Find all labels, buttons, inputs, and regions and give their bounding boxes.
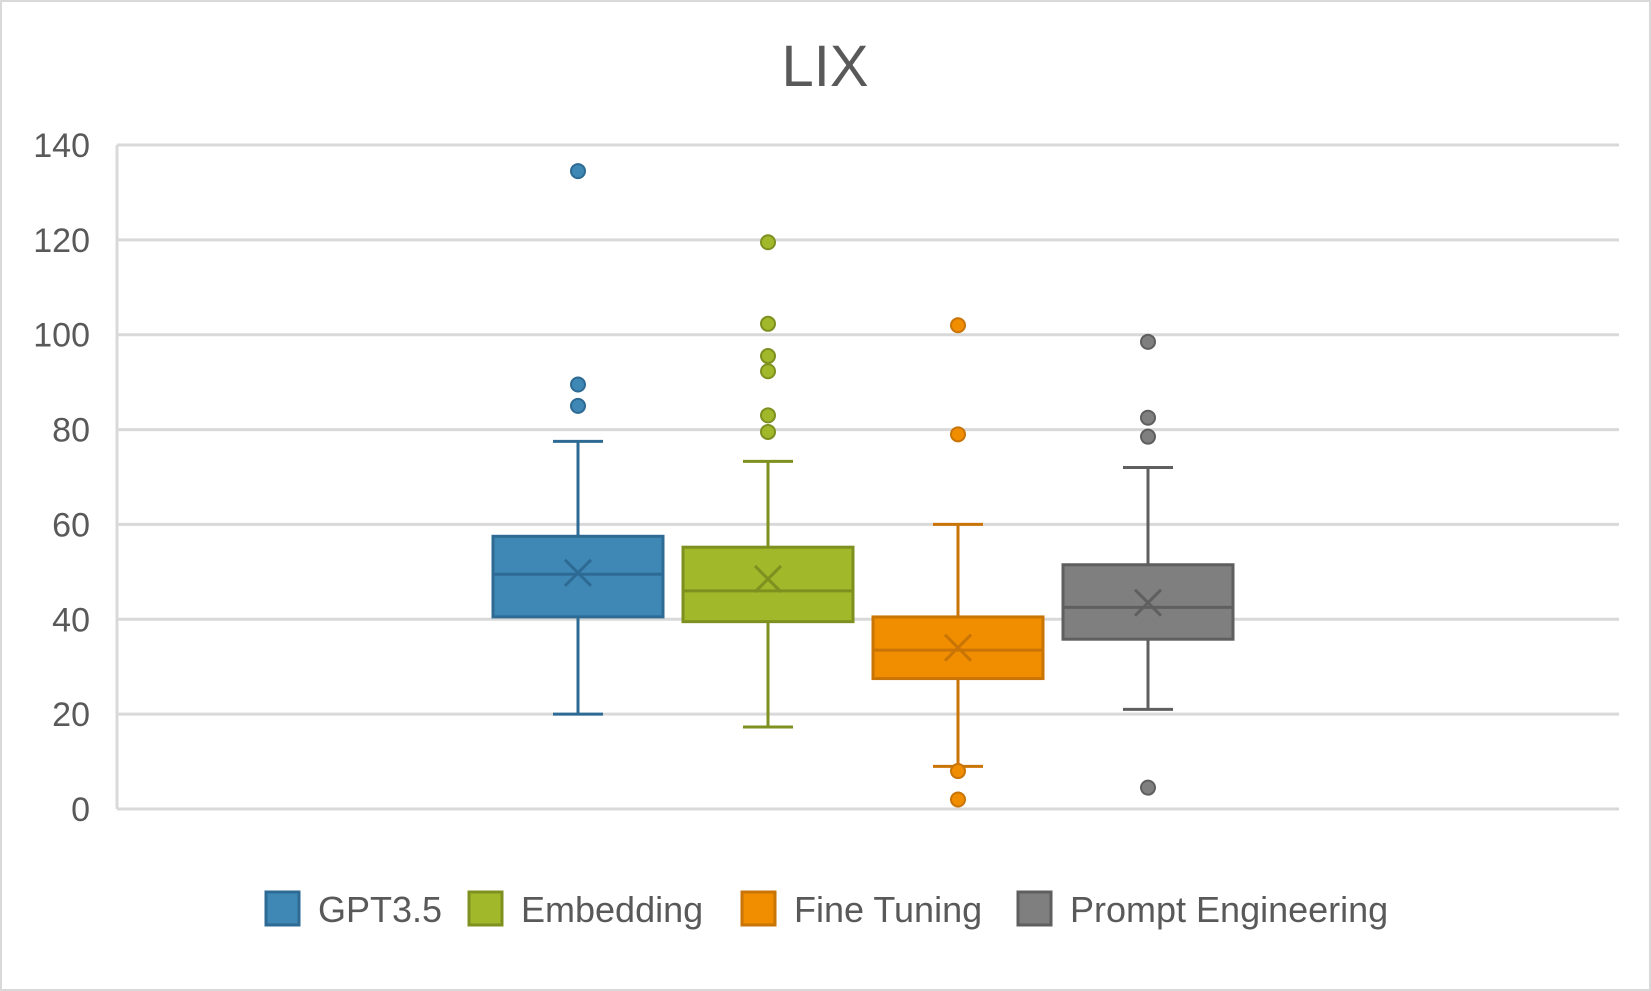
legend-item-prompt-engineering: Prompt Engineering [1016,889,1388,930]
y-tick-label: 120 [33,222,90,260]
outlier-point [760,234,776,251]
outlier-point [760,423,776,440]
outlier-point [570,376,586,393]
y-tick-label: 100 [33,317,90,355]
y-tick-label: 0 [71,791,90,829]
y-tick-label: 60 [52,506,90,544]
mean-marker [563,558,593,587]
mean-marker [943,633,973,662]
box-gpt3-5 [491,163,665,716]
legend-label: Embedding [521,889,703,930]
y-tick-label: 140 [33,127,90,165]
legend-swatch [264,890,301,927]
iqr-box [491,534,665,619]
legend-item-fine-tuning: Fine Tuning [740,889,982,930]
outlier-point [760,407,776,424]
legend-swatch [467,890,504,927]
mean-marker [1133,588,1163,617]
box-embedding [681,234,855,729]
outlier-point [570,397,586,414]
y-tick-label: 20 [52,696,90,734]
mean-marker [753,564,783,594]
box-plots [491,163,1235,808]
outlier-point [760,348,776,365]
y-tick-label: 40 [52,601,90,639]
grid-lines [117,143,1619,811]
legend-item-gpt3-5: GPT3.5 [264,889,442,930]
outlier-point [950,426,966,443]
legend-swatch [1016,890,1053,927]
legend-label: Prompt Engineering [1070,889,1388,930]
outlier-point [760,363,776,380]
outlier-point [1140,428,1156,445]
legend-label: GPT3.5 [318,889,442,930]
legend-label: Fine Tuning [794,889,982,930]
y-axis: 0 20 40 60 80 100 120 140 [33,127,119,829]
outlier-point [950,763,966,780]
outlier-point [1140,333,1156,350]
iqr-box [681,545,855,624]
outlier-point [950,791,966,808]
outlier-point [760,315,776,332]
legend: GPT3.5 Embedding Fine Tuning Prompt Enginee… [264,889,1388,930]
legend-item-embedding: Embedding [467,889,703,930]
outlier-point [570,163,586,180]
chart-title: LIX [781,34,868,99]
box-fine-tuning [871,317,1045,808]
outlier-point [1140,409,1156,426]
box-prompt-engineering [1061,333,1235,796]
outlier-point [950,317,966,334]
legend-swatch [740,890,777,927]
y-tick-label: 80 [52,412,90,450]
outlier-point [1140,779,1156,796]
